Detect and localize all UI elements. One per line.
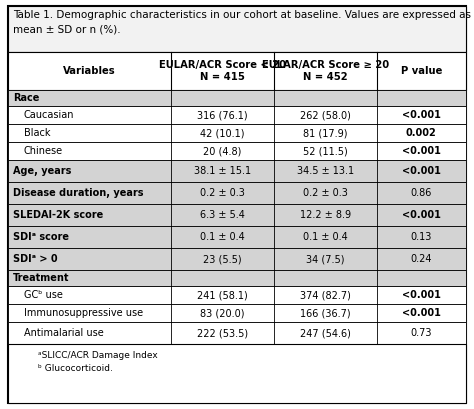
- Bar: [8, 204, 466, 226]
- Bar: [8, 304, 466, 322]
- Text: 316 (76.1): 316 (76.1): [197, 110, 247, 120]
- Bar: [8, 142, 466, 160]
- Text: 0.13: 0.13: [410, 232, 432, 242]
- Text: <0.001: <0.001: [402, 308, 441, 318]
- Text: 374 (82.7): 374 (82.7): [300, 290, 351, 300]
- Text: SDIᵃ > 0: SDIᵃ > 0: [13, 254, 58, 264]
- Bar: [8, 182, 466, 204]
- Text: 0.002: 0.002: [406, 128, 437, 138]
- Text: <0.001: <0.001: [402, 210, 441, 220]
- Text: 34.5 ± 13.1: 34.5 ± 13.1: [297, 166, 354, 176]
- Bar: [8, 52, 466, 90]
- Text: Race: Race: [13, 93, 39, 103]
- Bar: [8, 90, 466, 106]
- Bar: [8, 106, 466, 124]
- Text: <0.001: <0.001: [402, 166, 441, 176]
- Text: 6.3 ± 5.4: 6.3 ± 5.4: [200, 210, 245, 220]
- Text: 0.1 ± 0.4: 0.1 ± 0.4: [200, 232, 245, 242]
- Bar: [8, 286, 466, 304]
- Bar: [8, 248, 466, 270]
- Text: EULAR/ACR Score < 20
N = 415: EULAR/ACR Score < 20 N = 415: [159, 60, 286, 82]
- Text: Black: Black: [24, 128, 51, 138]
- Text: Immunosuppressive use: Immunosuppressive use: [24, 308, 143, 318]
- Text: 0.73: 0.73: [410, 328, 432, 338]
- Text: 241 (58.1): 241 (58.1): [197, 290, 247, 300]
- Text: ᵃSLICC/ACR Damage Index: ᵃSLICC/ACR Damage Index: [38, 351, 158, 360]
- Text: 0.2 ± 0.3: 0.2 ± 0.3: [303, 188, 347, 198]
- Text: Treatment: Treatment: [13, 273, 70, 283]
- Text: Table 1. Demographic characteristics in our cohort at baseline. Values are expre: Table 1. Demographic characteristics in …: [13, 10, 471, 20]
- Text: 166 (36.7): 166 (36.7): [300, 308, 350, 318]
- Text: SLEDAI-2K score: SLEDAI-2K score: [13, 210, 103, 220]
- Text: 42 (10.1): 42 (10.1): [200, 128, 245, 138]
- Bar: [8, 124, 466, 142]
- Bar: [8, 6, 466, 52]
- Text: 34 (7.5): 34 (7.5): [306, 254, 345, 264]
- Text: 247 (54.6): 247 (54.6): [300, 328, 351, 338]
- Bar: [8, 226, 466, 248]
- Text: 52 (11.5): 52 (11.5): [303, 146, 347, 156]
- Text: SDIᵃ score: SDIᵃ score: [13, 232, 69, 242]
- Text: 222 (53.5): 222 (53.5): [197, 328, 248, 338]
- Text: 0.86: 0.86: [410, 188, 432, 198]
- Text: 0.2 ± 0.3: 0.2 ± 0.3: [200, 188, 245, 198]
- Text: <0.001: <0.001: [402, 146, 441, 156]
- Bar: [8, 322, 466, 344]
- Text: 20 (4.8): 20 (4.8): [203, 146, 241, 156]
- Text: 0.24: 0.24: [410, 254, 432, 264]
- Text: 38.1 ± 15.1: 38.1 ± 15.1: [193, 166, 251, 176]
- Bar: [8, 160, 466, 182]
- Text: Antimalarial use: Antimalarial use: [24, 328, 104, 338]
- Text: 81 (17.9): 81 (17.9): [303, 128, 347, 138]
- Text: 0.1 ± 0.4: 0.1 ± 0.4: [303, 232, 347, 242]
- Text: GCᵇ use: GCᵇ use: [24, 290, 63, 300]
- Text: 83 (20.0): 83 (20.0): [200, 308, 245, 318]
- Text: <0.001: <0.001: [402, 290, 441, 300]
- Text: Chinese: Chinese: [24, 146, 63, 156]
- Text: Caucasian: Caucasian: [24, 110, 74, 120]
- Text: mean ± SD or n (%).: mean ± SD or n (%).: [13, 24, 120, 34]
- Bar: [8, 270, 466, 286]
- Text: <0.001: <0.001: [402, 110, 441, 120]
- Text: Variables: Variables: [63, 66, 116, 76]
- Text: 12.2 ± 8.9: 12.2 ± 8.9: [300, 210, 351, 220]
- Bar: [8, 344, 466, 403]
- Text: Age, years: Age, years: [13, 166, 72, 176]
- Text: 23 (5.5): 23 (5.5): [203, 254, 241, 264]
- Text: Disease duration, years: Disease duration, years: [13, 188, 144, 198]
- Text: 262 (58.0): 262 (58.0): [300, 110, 351, 120]
- Text: ᵇ Glucocorticoid.: ᵇ Glucocorticoid.: [38, 364, 113, 373]
- Text: P value: P value: [401, 66, 442, 76]
- Text: EULAR/ACR Score ≥ 20
N = 452: EULAR/ACR Score ≥ 20 N = 452: [262, 60, 389, 82]
